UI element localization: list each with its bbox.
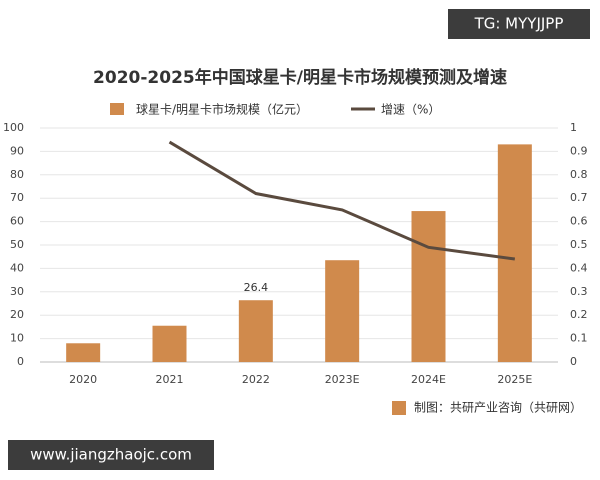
line (168, 140, 516, 261)
y2-tick-label: 0.6 (570, 215, 588, 228)
bar (66, 343, 101, 362)
chart-title: 2020-2025年中国球星卡/明星卡市场规模预测及增速 (93, 67, 507, 88)
x-tick-label: 2023E (325, 373, 360, 386)
y2-tick-label: 0 (570, 355, 577, 368)
y-tick-label: 20 (10, 308, 24, 321)
y2-tick-label: 1 (570, 121, 577, 134)
y-tick-label: 30 (10, 285, 24, 298)
bar (325, 260, 360, 362)
data-label: 26.4 (244, 281, 269, 294)
y2-tick-label: 0.4 (570, 261, 588, 274)
y2-tick-label: 0.5 (570, 238, 588, 251)
y-tick-label: 0 (17, 355, 24, 368)
y2-tick-label: 0.8 (570, 168, 588, 181)
y-tick-label: 60 (10, 215, 24, 228)
y2-tick-label: 0.3 (570, 285, 588, 298)
watermark: www.jiangzhaojc.com (30, 446, 192, 464)
watermark: TG: MYYJJPP (474, 15, 564, 33)
source: 制图：共研产业咨询（共研网） (414, 400, 582, 415)
y-tick-label: 40 (10, 261, 24, 274)
x-tick-label: 2025E (497, 373, 532, 386)
y-tick-label: 10 (10, 332, 24, 345)
bar (152, 325, 187, 362)
x-tick-label: 2022 (242, 373, 270, 386)
y2-tick-label: 0.2 (570, 308, 588, 321)
legend-label: 球星卡/明星卡市场规模（亿元） (136, 102, 308, 117)
x-tick-label: 2020 (69, 373, 97, 386)
y2-tick-label: 0.9 (570, 144, 588, 157)
source-icon (392, 401, 406, 415)
y-tick-label: 50 (10, 238, 24, 251)
watermark-box (8, 440, 214, 470)
bar (411, 211, 446, 362)
x-tick-label: 2021 (156, 373, 184, 386)
bar (497, 144, 532, 362)
y2-tick-label: 0.1 (570, 332, 588, 345)
y-tick-label: 90 (10, 144, 24, 157)
y-tick-label: 70 (10, 191, 24, 204)
y2-tick-label: 0.7 (570, 191, 588, 204)
bar (238, 300, 273, 362)
legend-label: 增速（%） (381, 103, 440, 117)
legend-swatch (110, 103, 124, 115)
watermark-box (448, 9, 590, 39)
x-tick-label: 2024E (411, 373, 446, 386)
y-tick-label: 100 (3, 121, 24, 134)
y-tick-label: 80 (10, 168, 24, 181)
